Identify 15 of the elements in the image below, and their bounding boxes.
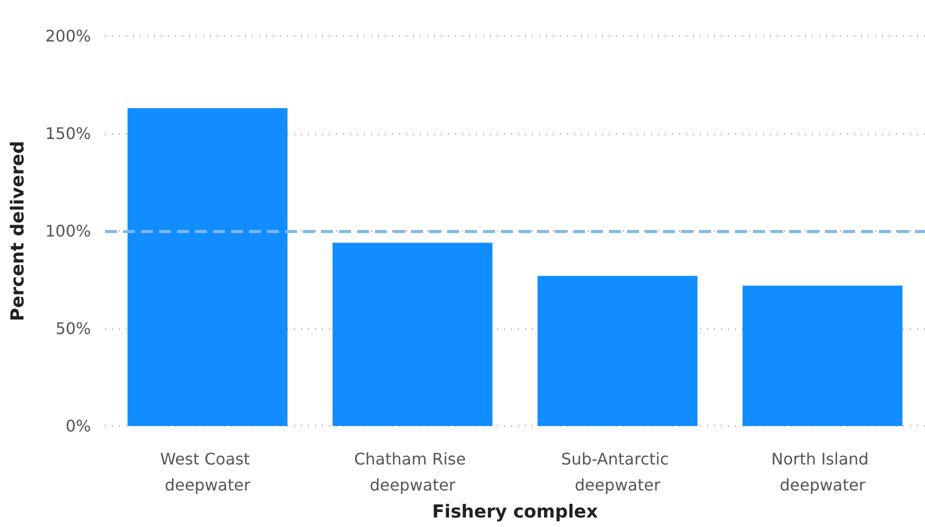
bar xyxy=(128,108,288,426)
bar xyxy=(742,286,902,426)
x-axis-title: Fishery complex xyxy=(432,501,598,522)
y-tick-label: 200% xyxy=(45,26,91,46)
y-axis-title: Percent delivered xyxy=(8,140,28,322)
y-tick-label: 100% xyxy=(45,222,91,240)
y-tick-label: 0% xyxy=(66,416,91,436)
x-tick-label: West Coast deepwater xyxy=(160,450,255,494)
y-tick-label: 50% xyxy=(55,319,91,338)
x-tick-label: North Island deepwater xyxy=(771,450,874,494)
x-tick-label: Sub-Antarctic deepwater xyxy=(561,450,674,494)
bar xyxy=(538,276,698,426)
x-tick-label: Chatham Rise deepwater xyxy=(354,450,471,494)
bar xyxy=(332,242,492,426)
y-tick-label: 150% xyxy=(45,124,91,143)
